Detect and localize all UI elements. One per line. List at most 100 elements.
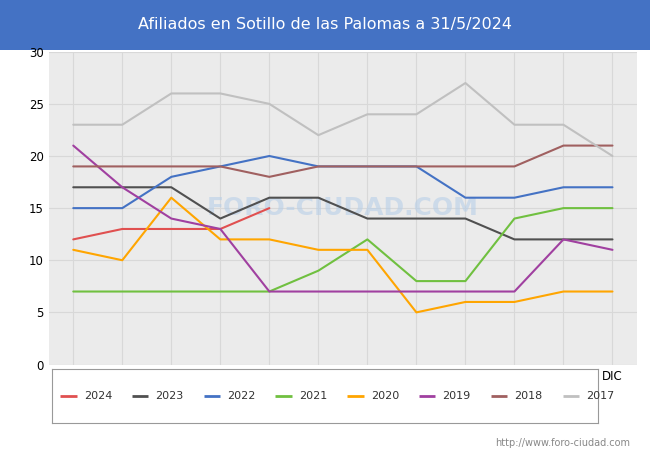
2021	[413, 279, 421, 284]
2017	[118, 122, 126, 127]
2023	[510, 237, 518, 242]
2017	[168, 91, 176, 96]
2022	[560, 184, 567, 190]
Text: 2022: 2022	[227, 391, 255, 401]
2022	[265, 153, 273, 159]
2018	[70, 164, 77, 169]
Line: 2021: 2021	[73, 208, 612, 292]
Text: 2023: 2023	[155, 391, 184, 401]
2018	[608, 143, 616, 148]
2020	[510, 299, 518, 305]
2024	[168, 226, 176, 232]
2022	[608, 184, 616, 190]
2023	[608, 237, 616, 242]
Text: 2024: 2024	[84, 391, 112, 401]
Text: Afiliados en Sotillo de las Palomas a 31/5/2024: Afiliados en Sotillo de las Palomas a 31…	[138, 17, 512, 32]
2021	[608, 205, 616, 211]
2019	[413, 289, 421, 294]
2020	[462, 299, 469, 305]
2017	[560, 122, 567, 127]
2019	[510, 289, 518, 294]
2021	[118, 289, 126, 294]
2021	[560, 205, 567, 211]
2019	[70, 143, 77, 148]
Text: 2019: 2019	[443, 391, 471, 401]
2021	[363, 237, 371, 242]
2023	[118, 184, 126, 190]
2018	[118, 164, 126, 169]
2020	[118, 257, 126, 263]
2017	[265, 101, 273, 107]
2024	[216, 226, 224, 232]
2017	[413, 112, 421, 117]
2018	[510, 164, 518, 169]
2017	[363, 112, 371, 117]
Line: 2023: 2023	[73, 187, 612, 239]
2020	[315, 247, 322, 252]
2019	[118, 184, 126, 190]
2017	[216, 91, 224, 96]
Text: 2017: 2017	[586, 391, 614, 401]
2021	[168, 289, 176, 294]
Text: 2020: 2020	[370, 391, 399, 401]
2022	[216, 164, 224, 169]
2019	[560, 237, 567, 242]
2018	[216, 164, 224, 169]
2021	[462, 279, 469, 284]
2018	[560, 143, 567, 148]
2022	[168, 174, 176, 180]
2024	[265, 205, 273, 211]
2020	[608, 289, 616, 294]
2020	[413, 310, 421, 315]
Line: 2018: 2018	[73, 146, 612, 177]
2023	[70, 184, 77, 190]
2023	[216, 216, 224, 221]
Line: 2019: 2019	[73, 146, 612, 292]
Line: 2020: 2020	[73, 198, 612, 312]
2018	[363, 164, 371, 169]
2023	[560, 237, 567, 242]
2022	[363, 164, 371, 169]
2018	[168, 164, 176, 169]
2022	[510, 195, 518, 200]
2021	[216, 289, 224, 294]
Text: FORO-CIUDAD.COM: FORO-CIUDAD.COM	[207, 196, 479, 220]
2018	[413, 164, 421, 169]
2022	[118, 205, 126, 211]
Text: 2021: 2021	[299, 391, 327, 401]
2021	[70, 289, 77, 294]
2019	[363, 289, 371, 294]
Line: 2024: 2024	[73, 208, 269, 239]
2023	[168, 184, 176, 190]
2017	[510, 122, 518, 127]
Line: 2022: 2022	[73, 156, 612, 208]
2017	[462, 80, 469, 86]
2024	[70, 237, 77, 242]
2020	[216, 237, 224, 242]
2019	[265, 289, 273, 294]
2017	[315, 132, 322, 138]
2020	[70, 247, 77, 252]
2023	[462, 216, 469, 221]
2020	[265, 237, 273, 242]
2021	[510, 216, 518, 221]
2020	[168, 195, 176, 200]
2019	[216, 226, 224, 232]
2023	[363, 216, 371, 221]
2019	[462, 289, 469, 294]
2021	[265, 289, 273, 294]
2022	[315, 164, 322, 169]
2019	[168, 216, 176, 221]
2023	[265, 195, 273, 200]
2018	[265, 174, 273, 180]
2023	[413, 216, 421, 221]
2022	[70, 205, 77, 211]
2024	[118, 226, 126, 232]
2020	[560, 289, 567, 294]
2018	[462, 164, 469, 169]
Text: http://www.foro-ciudad.com: http://www.foro-ciudad.com	[495, 438, 630, 448]
2018	[315, 164, 322, 169]
2019	[315, 289, 322, 294]
Line: 2017: 2017	[73, 83, 612, 156]
2022	[413, 164, 421, 169]
